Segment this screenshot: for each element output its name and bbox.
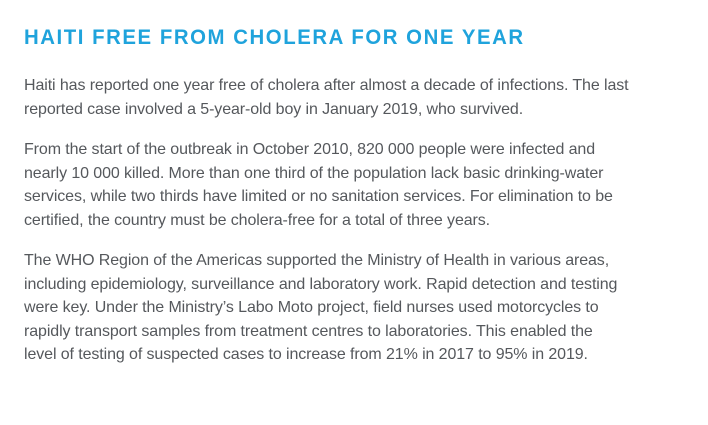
paragraph-who-support: The WHO Region of the Americas supported… [24, 252, 618, 363]
paragraph-outbreak-stats: From the start of the outbreak in Octobe… [24, 141, 613, 229]
page-title: HAITI FREE FROM CHOLERA FOR ONE YEAR [24, 26, 525, 49]
paragraph-intro: Haiti has reported one year free of chol… [24, 77, 629, 118]
